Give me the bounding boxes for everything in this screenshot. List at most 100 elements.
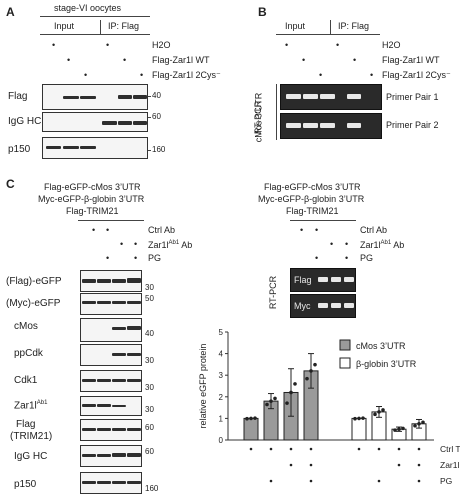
panel-a-col-divider — [100, 20, 101, 34]
panel-a-marker-160: 160 — [152, 145, 166, 154]
gel-band — [347, 123, 361, 128]
blot-band — [80, 96, 96, 99]
panel-c-dot: • — [120, 239, 124, 249]
data-point — [265, 402, 269, 407]
data-point — [377, 410, 381, 414]
data-point — [289, 390, 293, 395]
data-point — [393, 428, 397, 432]
panel-a-dot: • — [84, 70, 88, 80]
y-tick-label: 3 — [219, 371, 224, 380]
blot-band — [112, 327, 126, 330]
panel-c-row-myc-egfp: (Myc)-eGFP — [6, 298, 61, 309]
panel-c-blot — [80, 370, 142, 392]
y-tick-label: 1 — [219, 414, 224, 423]
data-point — [269, 399, 273, 403]
panel-c-dot: • — [134, 253, 138, 263]
blot-band — [82, 379, 96, 382]
panel-c-dot: • — [315, 225, 319, 235]
data-point — [373, 412, 377, 417]
panel-b-primer-1: Primer Pair 1 — [386, 92, 439, 102]
blot-band — [112, 301, 126, 304]
blot-band — [133, 95, 147, 99]
condition-dot — [309, 463, 313, 467]
blot-band — [97, 404, 111, 407]
data-point — [401, 426, 405, 431]
blot-band — [127, 453, 141, 457]
panel-c-dot: • — [345, 239, 349, 249]
panel-c-left-header-3: Flag-TRIM21 — [66, 206, 119, 216]
blot-band — [97, 279, 111, 283]
blot-band — [63, 96, 79, 99]
condition-dot — [289, 447, 293, 451]
data-point — [309, 369, 313, 373]
panel-b-cond-h2o: H2O — [382, 40, 401, 50]
blot-band — [97, 454, 111, 457]
panel-c-label: C — [6, 177, 15, 191]
panel-a-blot-igg — [42, 112, 148, 132]
panel-a-row-p150: p150 — [8, 144, 31, 155]
panel-c-row-cdk1: Cdk1 — [14, 375, 38, 386]
data-point — [253, 416, 257, 420]
panel-c-dot: • — [106, 225, 110, 235]
condition-dot — [397, 463, 401, 467]
panel-c-blot — [80, 419, 142, 441]
panel-a-cond-wt: Flag-Zar1l WT — [152, 55, 210, 65]
panel-b-col-input: Input — [285, 21, 306, 31]
condition-label: PG — [440, 476, 452, 486]
blot-band — [82, 279, 96, 283]
blot-band — [82, 481, 96, 484]
panel-c-blot — [80, 472, 142, 494]
bar-chart: 0 1 2 3 4 5 relative eGFP protein cMos 3’UTR β-g… — [198, 328, 460, 486]
panel-b-side-label-2: cMos 3’UTR — [253, 92, 264, 143]
panel-c-rtpcr-flag: Flag — [294, 275, 312, 285]
panel-c-rtpcr-gel-flag — [290, 268, 356, 292]
condition-dot — [309, 479, 313, 483]
panel-c-blot — [80, 270, 142, 292]
panel-c-dot: • — [345, 253, 349, 263]
panel-c-row-zar1l: Zar1lAb1 — [14, 400, 48, 412]
condition-dot — [417, 463, 421, 467]
condition-dot — [249, 447, 253, 451]
gel-band — [331, 303, 341, 308]
gel-band — [320, 94, 335, 99]
panel-c-right-zar1l-ab: Zar1lAb1 Ab — [360, 240, 405, 250]
legend-swatch — [339, 339, 351, 351]
panel-c-dot: • — [106, 253, 110, 263]
gel-band — [347, 94, 361, 99]
data-point — [413, 423, 417, 428]
condition-label: Zar1l TRIM — [440, 460, 460, 470]
blot-band — [112, 353, 126, 356]
gel-band — [331, 277, 341, 282]
data-point — [293, 382, 297, 386]
panel-b-side-bracket — [276, 84, 277, 140]
panel-c-marker: 160 — [145, 484, 159, 493]
panel-a-header: stage-VI oocytes — [54, 3, 122, 13]
data-point — [305, 376, 309, 381]
panel-c-dot: • — [330, 239, 334, 249]
panel-c-blot — [80, 396, 142, 416]
panel-c-row-cmos: cMos — [14, 321, 38, 332]
panel-a-col-line — [40, 34, 150, 35]
blot-band — [127, 481, 141, 484]
condition-dot — [309, 447, 313, 451]
y-tick-label: 5 — [219, 328, 224, 337]
blot-band — [82, 404, 96, 407]
condition-label: Ctrl TRIM — [440, 444, 460, 454]
blot-band — [97, 428, 111, 431]
panel-b-cond-2cys: Flag-Zar1l 2Cys⁻ — [382, 70, 451, 80]
gel-band — [320, 123, 335, 128]
panel-c-left-zar1l-ab: Zar1lAb1 Ab — [148, 240, 193, 250]
panel-c-blot — [80, 318, 142, 342]
gel-band — [318, 303, 328, 308]
panel-b-dot: • — [285, 40, 289, 50]
panel-c-dot: • — [315, 253, 319, 263]
panel-a-marker-40: 40 — [152, 91, 161, 100]
blot-band — [102, 121, 117, 125]
blot-band — [133, 121, 147, 125]
panel-b-label: B — [258, 5, 267, 19]
panel-b-col-line — [276, 34, 380, 35]
condition-dot — [289, 463, 293, 467]
data-point — [361, 416, 365, 420]
panel-a-label: A — [6, 5, 15, 19]
condition-dot — [269, 447, 273, 451]
